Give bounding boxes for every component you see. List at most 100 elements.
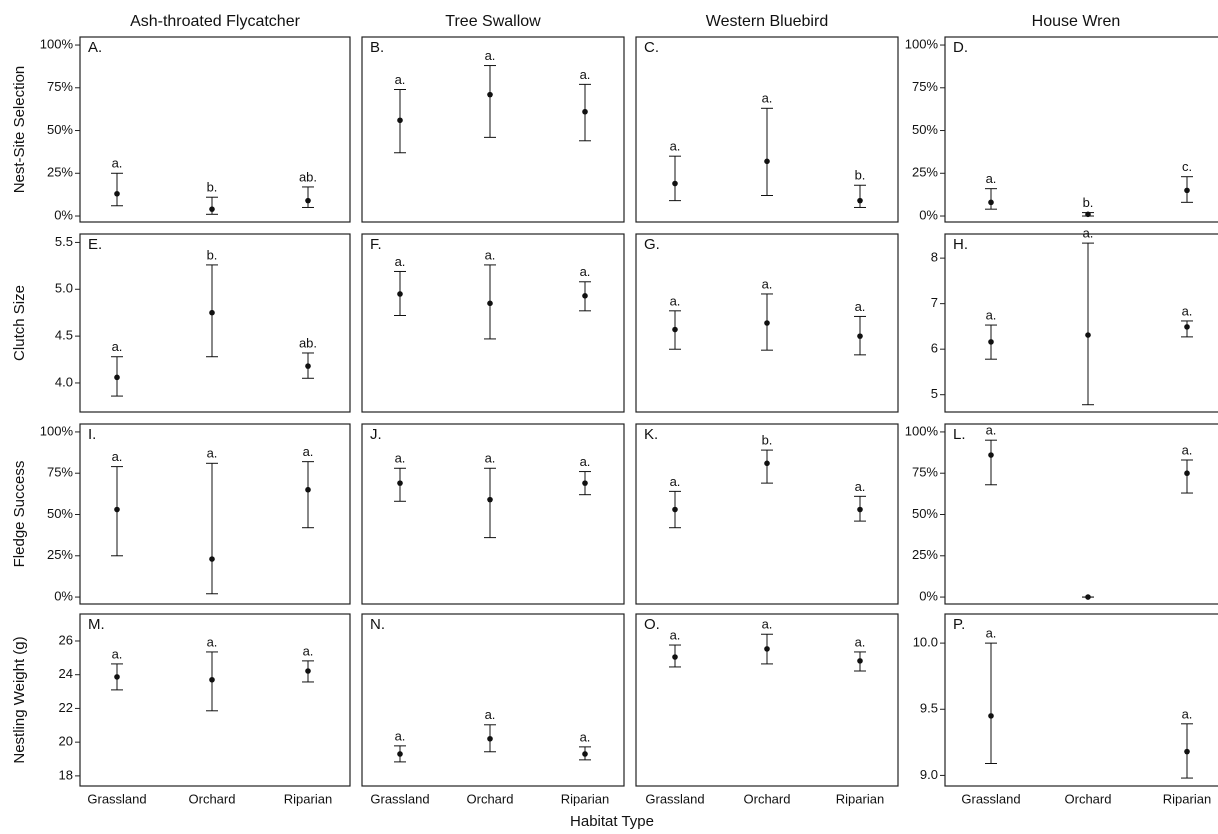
y-tick-label: 100%	[40, 423, 74, 438]
mean-point	[988, 452, 994, 458]
mean-point	[764, 159, 770, 165]
x-tick-label: Orchard	[744, 791, 791, 806]
y-axis-label: Nestling Weight (g)	[11, 636, 28, 763]
y-tick-label: 7	[931, 295, 938, 310]
significance-letter: ab.	[299, 335, 317, 350]
mean-point	[1085, 332, 1091, 338]
significance-letter: a.	[395, 72, 406, 87]
significance-letter: a.	[207, 446, 218, 461]
significance-letter: b.	[762, 433, 773, 448]
mean-point	[988, 713, 994, 719]
y-tick-label: 4.5	[55, 328, 73, 343]
y-tick-label: 50%	[47, 506, 73, 521]
significance-letter: a.	[986, 171, 997, 186]
x-tick-label: Orchard	[467, 791, 514, 806]
y-axis-label: Fledge Success	[11, 461, 28, 568]
significance-letter: a.	[112, 449, 123, 464]
x-axis-label: Habitat Type	[570, 813, 654, 830]
panel-label: G.	[644, 236, 660, 253]
mean-point	[397, 291, 403, 297]
significance-letter: a.	[485, 451, 496, 466]
significance-letter: a.	[112, 156, 123, 171]
significance-letter: a.	[580, 454, 591, 469]
y-tick-label: 75%	[912, 465, 938, 480]
panel-label: F.	[370, 236, 382, 253]
column-title: Ash-throated Flycatcher	[130, 13, 301, 30]
mean-point	[764, 646, 770, 652]
panel-label: H.	[953, 236, 968, 253]
y-tick-label: 75%	[47, 79, 73, 94]
significance-letter: a.	[855, 479, 866, 494]
panel-frame	[945, 234, 1218, 412]
mean-point	[114, 674, 120, 680]
x-tick-label: Orchard	[1065, 791, 1112, 806]
y-axis-label: Nest-Site Selection	[11, 66, 28, 194]
y-tick-label: 50%	[47, 122, 73, 137]
panel-label: E.	[88, 236, 102, 253]
significance-letter: ab.	[299, 169, 317, 184]
mean-point	[209, 677, 215, 683]
panel-label: D.	[953, 39, 968, 56]
y-tick-label: 75%	[47, 465, 73, 480]
mean-point	[487, 497, 493, 503]
y-tick-label: 0%	[919, 589, 938, 604]
column-title: House Wren	[1032, 13, 1121, 30]
significance-letter: a.	[303, 444, 314, 459]
significance-letter: b.	[855, 168, 866, 183]
mean-point	[1184, 470, 1190, 476]
y-tick-label: 25%	[912, 165, 938, 180]
mean-point	[1085, 594, 1091, 600]
mean-point	[487, 92, 493, 98]
significance-letter: a.	[580, 264, 591, 279]
y-tick-label: 24	[59, 666, 73, 681]
y-tick-label: 25%	[47, 547, 73, 562]
y-tick-label: 50%	[912, 122, 938, 137]
significance-letter: a.	[762, 91, 773, 106]
y-tick-label: 25%	[47, 165, 73, 180]
significance-letter: a.	[485, 48, 496, 63]
mean-point	[114, 191, 120, 197]
panel-label: L.	[953, 426, 966, 443]
mean-point	[582, 480, 588, 486]
mean-point	[1184, 749, 1190, 755]
x-tick-label: Orchard	[189, 791, 236, 806]
x-tick-label: Riparian	[284, 791, 332, 806]
x-tick-label: Grassland	[370, 791, 429, 806]
panel-label: O.	[644, 616, 660, 633]
significance-letter: a.	[670, 293, 681, 308]
panel-label: K.	[644, 426, 658, 443]
mean-point	[305, 487, 311, 493]
mean-point	[209, 556, 215, 562]
panel-label: A.	[88, 39, 102, 56]
y-tick-label: 50%	[912, 506, 938, 521]
mean-point	[672, 507, 678, 513]
y-axis-label: Clutch Size	[11, 285, 28, 361]
significance-letter: a.	[1182, 442, 1193, 457]
mean-point	[114, 375, 120, 381]
y-tick-label: 4.0	[55, 374, 73, 389]
y-tick-label: 6	[931, 341, 938, 356]
significance-letter: a.	[1182, 303, 1193, 318]
mean-point	[988, 200, 994, 206]
significance-letter: a.	[670, 139, 681, 154]
y-tick-label: 0%	[54, 589, 73, 604]
mean-point	[209, 310, 215, 316]
figure: Habitat Type Ash-throated FlycatcherTree…	[0, 0, 1218, 834]
significance-letter: a.	[580, 67, 591, 82]
significance-letter: a.	[112, 646, 123, 661]
y-tick-label: 26	[59, 632, 73, 647]
significance-letter: a.	[580, 729, 591, 744]
y-tick-label: 100%	[40, 36, 74, 51]
significance-letter: c.	[1182, 159, 1192, 174]
mean-point	[114, 507, 120, 513]
mean-point	[764, 461, 770, 467]
significance-letter: a.	[1182, 706, 1193, 721]
significance-letter: a.	[395, 451, 406, 466]
significance-letter: a.	[1083, 226, 1094, 241]
mean-point	[988, 339, 994, 345]
mean-point	[1085, 212, 1091, 218]
y-tick-label: 5.5	[55, 234, 73, 249]
mean-point	[1184, 188, 1190, 194]
y-tick-label: 100%	[905, 423, 939, 438]
significance-letter: a.	[670, 474, 681, 489]
